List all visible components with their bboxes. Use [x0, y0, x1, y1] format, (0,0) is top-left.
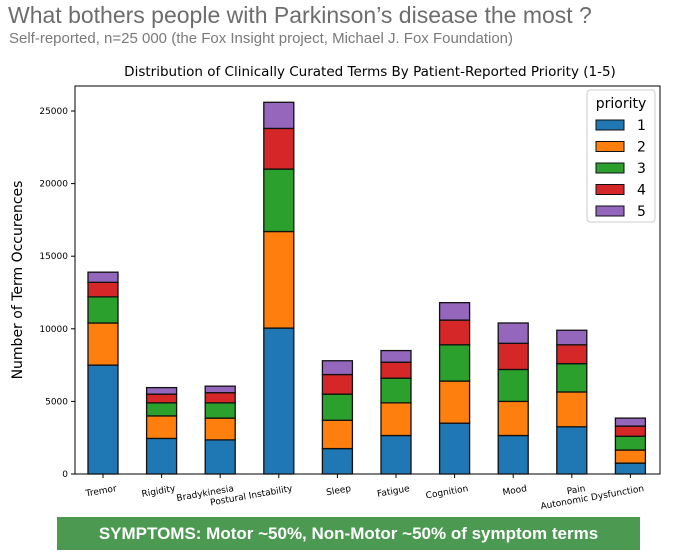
bar-segment-sleep-priority-3 — [321, 393, 354, 421]
bar-segment-rigidity-priority-5 — [145, 386, 178, 395]
bar-segment-sleep-priority-5 — [321, 360, 354, 376]
bar-segment-sleep-priority-4 — [321, 373, 354, 395]
bar-segment-postural-instability-priority-1 — [263, 327, 295, 475]
x-tick-label: Fatigue — [376, 484, 411, 500]
x-tick-label: Tremor — [84, 484, 118, 499]
legend-swatch-3 — [595, 162, 625, 174]
bar-segment-pain-priority-4 — [556, 344, 588, 365]
bar-segment-bradykinesia-priority-1 — [204, 439, 236, 475]
bar-segment-bradykinesia-priority-4 — [204, 392, 236, 404]
legend-swatch-1 — [595, 119, 625, 131]
bar-segment-postural-instability-priority-3 — [263, 168, 295, 233]
bar-segment-sleep-priority-1 — [321, 447, 354, 475]
bar-segment-fatigue-priority-4 — [380, 361, 412, 379]
bar-segment-rigidity-priority-3 — [145, 402, 178, 417]
bar-segment-rigidity-priority-1 — [145, 437, 178, 475]
legend-label: 2 — [637, 140, 646, 156]
y-tick-label: 0 — [62, 470, 68, 480]
bar-segment-bradykinesia-priority-3 — [204, 402, 236, 419]
bar-segment-pain-priority-5 — [556, 329, 588, 346]
bar-segment-mood-priority-5 — [497, 322, 529, 344]
bar-segment-tremor-priority-2 — [87, 322, 119, 366]
bar-segment-mood-priority-3 — [497, 368, 529, 403]
page-heading: What bothers people with Parkinson’s dis… — [8, 2, 592, 28]
bar-segment-postural-instability-priority-5 — [263, 101, 295, 130]
legend-title: priority — [596, 96, 647, 112]
bar-segment-postural-instability-priority-4 — [263, 127, 295, 170]
bar-segment-pain-priority-2 — [556, 391, 588, 428]
bar-segment-cognition-priority-3 — [438, 344, 471, 382]
summary-banner: SYMPTOMS: Motor ~50%, Non-Motor ~50% of … — [57, 517, 640, 550]
bar-segment-mood-priority-4 — [497, 342, 529, 371]
bar-segment-sleep-priority-2 — [321, 419, 354, 450]
y-tick-label: 15000 — [39, 252, 68, 262]
plot-frame — [74, 85, 661, 475]
y-tick-label: 25000 — [39, 107, 68, 117]
bar-segment-pain-priority-3 — [556, 362, 588, 393]
bar-segment-fatigue-priority-3 — [380, 377, 412, 404]
x-tick-label: Autonomic Dysfunction — [540, 484, 645, 512]
bar-segment-fatigue-priority-2 — [380, 402, 412, 437]
bar-segment-postural-instability-priority-2 — [263, 230, 295, 329]
bar-segment-autonomic-dysfunction-priority-3 — [614, 435, 647, 451]
x-tick-label: Pain — [566, 484, 586, 497]
legend-label: 4 — [637, 183, 646, 199]
bar-segment-mood-priority-2 — [497, 400, 529, 437]
bar-segment-pain-priority-1 — [556, 426, 588, 475]
bar-segment-cognition-priority-2 — [438, 380, 471, 424]
bar-segment-tremor-priority-1 — [87, 364, 119, 475]
chart-title: Distribution of Clinically Curated Terms… — [124, 64, 616, 80]
bar-segment-rigidity-priority-2 — [145, 415, 178, 440]
y-axis-label: Number of Term Occurences — [10, 181, 26, 380]
y-tick-label: 10000 — [39, 325, 68, 335]
bar-segment-tremor-priority-5 — [87, 271, 119, 283]
y-tick-label: 5000 — [45, 397, 68, 407]
legend-swatch-4 — [595, 184, 625, 195]
bar-segment-cognition-priority-4 — [438, 319, 471, 346]
page-subheading: Self-reported, n=25 000 (the Fox Insight… — [9, 30, 514, 47]
bar-segment-autonomic-dysfunction-priority-2 — [614, 449, 647, 464]
legend-label: 1 — [637, 118, 646, 134]
legend-label: 5 — [637, 204, 646, 220]
legend-swatch-2 — [595, 141, 625, 152]
bar-segment-cognition-priority-5 — [438, 302, 471, 321]
legend-swatch-5 — [595, 205, 625, 217]
bar-segment-bradykinesia-priority-2 — [204, 417, 236, 441]
x-tick-label: Mood — [502, 484, 528, 498]
bar-segment-fatigue-priority-1 — [380, 434, 412, 475]
x-tick-label: Sleep — [326, 484, 353, 498]
bar-segment-tremor-priority-4 — [87, 281, 119, 298]
bar-segment-autonomic-dysfunction-priority-1 — [614, 462, 647, 475]
bar-segment-bradykinesia-priority-5 — [204, 385, 236, 394]
bar-segment-fatigue-priority-5 — [380, 349, 412, 363]
bar-segment-tremor-priority-3 — [87, 296, 119, 324]
bar-segment-mood-priority-1 — [497, 434, 529, 475]
y-tick-label: 20000 — [39, 180, 68, 190]
bar-segment-rigidity-priority-4 — [145, 393, 178, 404]
legend-label: 3 — [637, 161, 646, 177]
bar-segment-cognition-priority-1 — [438, 422, 471, 475]
x-tick-label: Cognition — [425, 484, 469, 501]
x-tick-label: Rigidity — [141, 484, 177, 500]
bar-segment-autonomic-dysfunction-priority-5 — [614, 417, 647, 427]
bar-segment-autonomic-dysfunction-priority-4 — [614, 425, 647, 437]
